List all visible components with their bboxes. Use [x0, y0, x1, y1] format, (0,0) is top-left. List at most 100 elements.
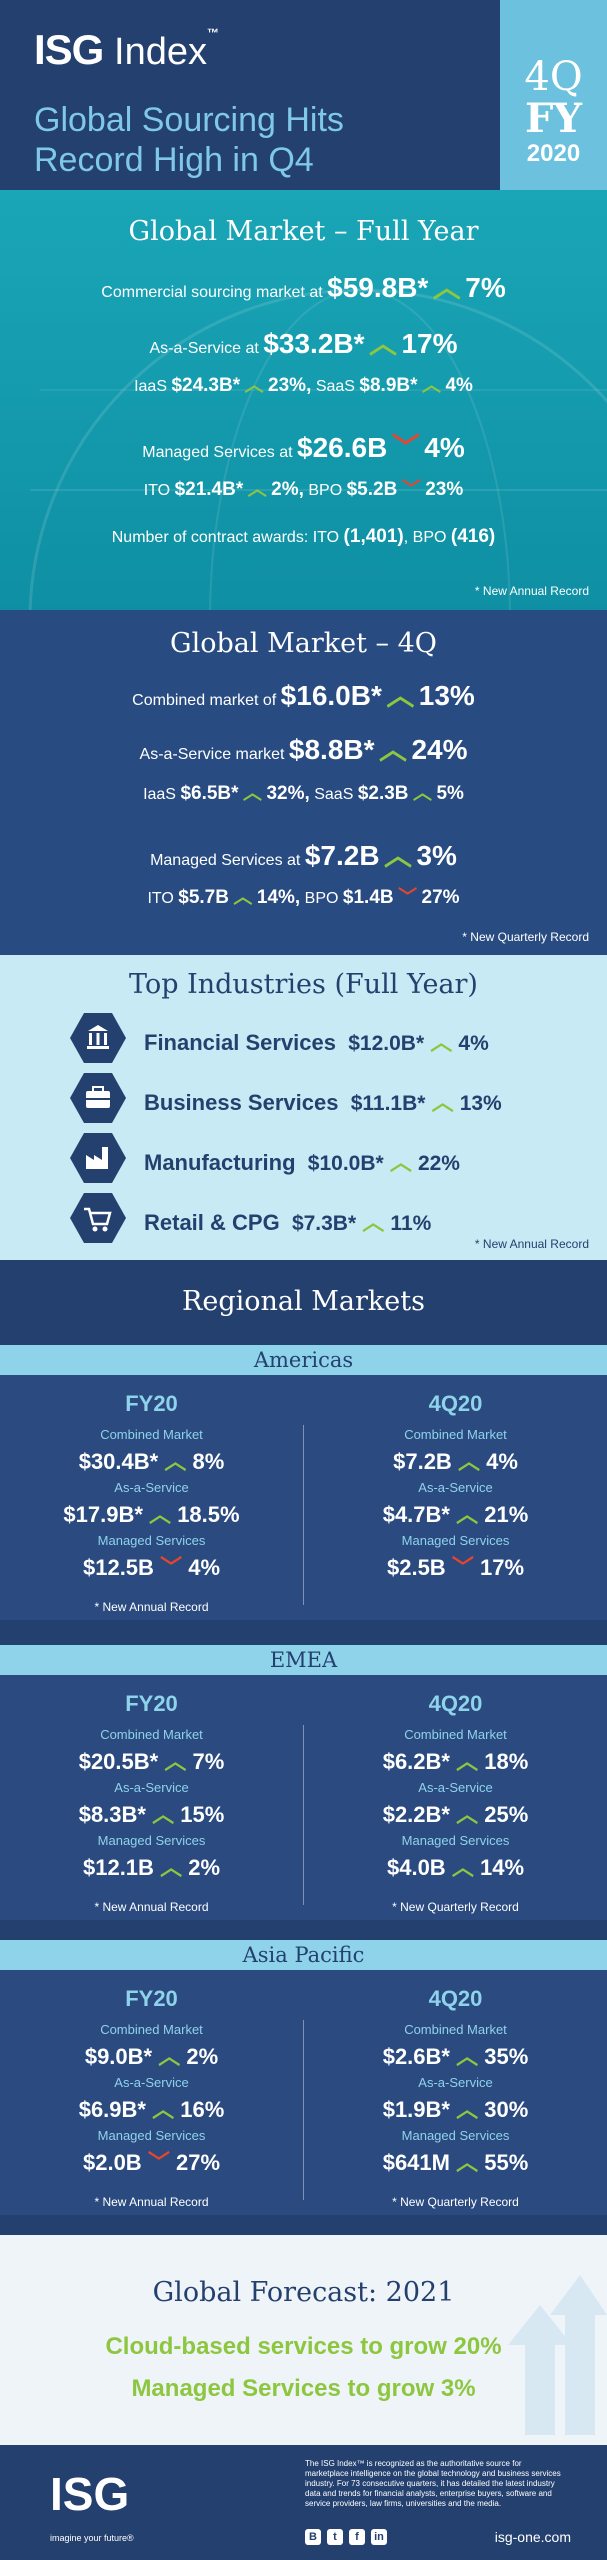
column-heading: 4Q20: [428, 1986, 483, 2011]
title-line-1: Global Sourcing Hits: [34, 101, 344, 139]
aas-row: $8.3B* ︿ 15%: [0, 1797, 303, 1829]
blogger-icon[interactable]: B: [305, 2529, 321, 2545]
ms-row: $12.1B ︿ 2%: [0, 1850, 303, 1882]
region-name: Americas: [253, 1348, 354, 1372]
industry-item: Business Services $11.1B* ︿ 13%: [70, 1073, 590, 1123]
region-band-emea: EMEA: [0, 1645, 607, 1687]
industry-item: Manufacturing $10.0B* ︿ 22%: [70, 1133, 590, 1183]
industry-text: Financial Services $12.0B* ︿ 4%: [144, 1025, 489, 1057]
q4-bpo-value: $1.4B: [342, 887, 394, 908]
q4-title: Global Market – 4Q: [170, 628, 437, 659]
tagline: imagine your future®: [50, 2533, 134, 2543]
arrow-up-icon: ︿: [456, 1502, 479, 1527]
facebook-icon[interactable]: f: [349, 2529, 365, 2545]
region-grid-apac: FY20 Combined Market $9.0B* ︿ 2% As-a-Se…: [0, 1970, 607, 2215]
ms-label: Managed Services: [97, 1833, 206, 1848]
aas-label: As-a-Service: [114, 1780, 189, 1795]
commercial-value: $59.8B*: [327, 272, 429, 303]
arrow-down-icon: ﹀: [398, 887, 418, 908]
full-year-section: Global Market – Full Year Commercial sou…: [0, 190, 607, 610]
ms-row: $2.5B ﹀ 17%: [304, 1550, 607, 1582]
ms-label: Managed Services at: [142, 444, 293, 461]
combined-value: $30.4B*: [78, 1449, 159, 1474]
aas-value: $1.9B*: [382, 2097, 450, 2122]
awards-ito: (1,401): [343, 526, 404, 547]
combined-label: Combined Market: [404, 2022, 507, 2037]
aas-change: 15%: [180, 1802, 225, 1827]
region-name: EMEA: [269, 1648, 338, 1672]
ms-label: Managed Services: [401, 1833, 510, 1848]
linkedin-icon[interactable]: in: [371, 2529, 387, 2545]
ms-value: $12.1B: [82, 1855, 154, 1880]
aas-label: As-a-Service: [114, 2075, 189, 2090]
q4-ms-line: Managed Services at $7.2B ︿ 3%: [0, 834, 607, 874]
footer-description: The ISG Index™ is recognized as the auth…: [305, 2459, 561, 2508]
industry-value: $10.0B*: [307, 1152, 384, 1175]
ms-value: $2.5B: [386, 1555, 446, 1580]
globe-background-icon: [28, 288, 607, 610]
industry-value: $7.3B*: [291, 1212, 357, 1235]
industry-item: Financial Services $12.0B* ︿ 4%: [70, 1013, 590, 1063]
iaas-value: $24.3B*: [171, 375, 241, 396]
aas-value: $33.2B*: [263, 328, 365, 359]
ms-label: Managed Services: [401, 2128, 510, 2143]
arrow-up-icon: ︿: [368, 328, 397, 359]
website-link[interactable]: isg-one.com: [494, 2529, 571, 2545]
aas-line: As-a-Service at $33.2B* ︿ 17%: [0, 322, 607, 362]
aas-change: 16%: [180, 2097, 225, 2122]
column-note: * New Quarterly Record: [392, 2195, 519, 2209]
aas-value: $17.9B*: [63, 1502, 143, 1527]
combined-label: Combined Market: [100, 1727, 203, 1742]
q4-ito-label: ITO: [147, 890, 174, 907]
fy-column: FY20 Combined Market $9.0B* ︿ 2% As-a-Se…: [0, 1970, 303, 2209]
arrow-down-icon: ﹀: [401, 479, 421, 500]
combined-label: Combined Market: [100, 1427, 203, 1442]
ms-value: $26.6B: [297, 432, 388, 463]
full-year-note: * New Annual Record: [474, 584, 589, 598]
ms-row: $2.0B ﹀ 27%: [0, 2145, 303, 2177]
ms-value: $4.0B: [386, 1855, 446, 1880]
arrow-up-icon: ︿: [378, 734, 407, 765]
commercial-line: Commercial sourcing market at $59.8B* ︿ …: [0, 266, 607, 306]
arrow-up-icon: ︿: [456, 2044, 479, 2069]
header: ISG Index™ Global Sourcing Hits Record H…: [0, 0, 607, 190]
ms-change: 27%: [175, 2150, 221, 2175]
combined-value: $7.2B: [393, 1449, 452, 1474]
q4-ms-value: $7.2B: [304, 840, 380, 871]
combined-change: 18%: [484, 1749, 529, 1774]
aas-change: 30%: [484, 2097, 529, 2122]
column-heading: 4Q20: [428, 1691, 483, 1716]
arrow-up-icon: ︿: [389, 1150, 412, 1175]
badge-fy: FY: [525, 95, 582, 142]
arrow-up-icon: ︿: [456, 1802, 479, 1827]
q4-aas-label: As-a-Service market: [139, 746, 285, 763]
ms-change: 55%: [484, 2150, 529, 2175]
arrow-up-icon: ︿: [386, 680, 415, 711]
arrow-up-icon: ︿: [149, 1502, 172, 1527]
arrow-up-icon: ︿: [158, 2044, 181, 2069]
region-grid-emea: FY20 Combined Market $20.5B* ︿ 7% As-a-S…: [0, 1675, 607, 1920]
column-divider: [303, 2020, 304, 2200]
iaas-label: IaaS: [134, 378, 167, 395]
combined-row: $6.2B* ︿ 18%: [304, 1744, 607, 1776]
ms-line: Managed Services at $26.6B ﹀ 4%: [0, 426, 607, 466]
title-line-2: Record High in Q4: [34, 141, 314, 179]
combined-value: $2.6B*: [382, 2044, 450, 2069]
q4-saas-value: $2.3B: [357, 783, 409, 804]
isg-logo: ISG: [50, 2468, 130, 2520]
page-title: Global Sourcing Hits Record High in Q4: [34, 100, 344, 180]
q4-iaas-change: 32%,: [266, 783, 310, 804]
q4-bpo-label: BPO: [304, 890, 339, 907]
twitter-icon[interactable]: t: [327, 2529, 343, 2545]
industry-text: Business Services $11.1B* ︿ 13%: [144, 1085, 502, 1117]
forecast-section: Global Forecast: 2021 Cloud-based servic…: [0, 2235, 607, 2445]
arrow-up-icon: ︿: [451, 1855, 474, 1880]
arrow-down-icon: ﹀: [147, 2150, 170, 2175]
awards-line: Number of contract awards: ITO (1,401), …: [0, 526, 607, 548]
industry-text: Manufacturing $10.0B* ︿ 22%: [144, 1145, 460, 1177]
footer: ISG imagine your future® The ISG Index™ …: [0, 2445, 607, 2560]
column-divider: [303, 1725, 304, 1905]
q4-combined-label: Combined market of: [132, 692, 277, 709]
industry-change: 4%: [458, 1032, 489, 1055]
